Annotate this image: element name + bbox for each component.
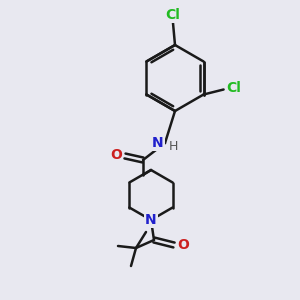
Text: O: O <box>110 148 122 162</box>
Text: Cl: Cl <box>166 8 180 22</box>
Text: Cl: Cl <box>226 82 241 95</box>
Text: H: H <box>168 140 178 152</box>
Text: N: N <box>145 213 157 227</box>
Text: O: O <box>177 238 189 252</box>
Text: N: N <box>152 136 164 150</box>
